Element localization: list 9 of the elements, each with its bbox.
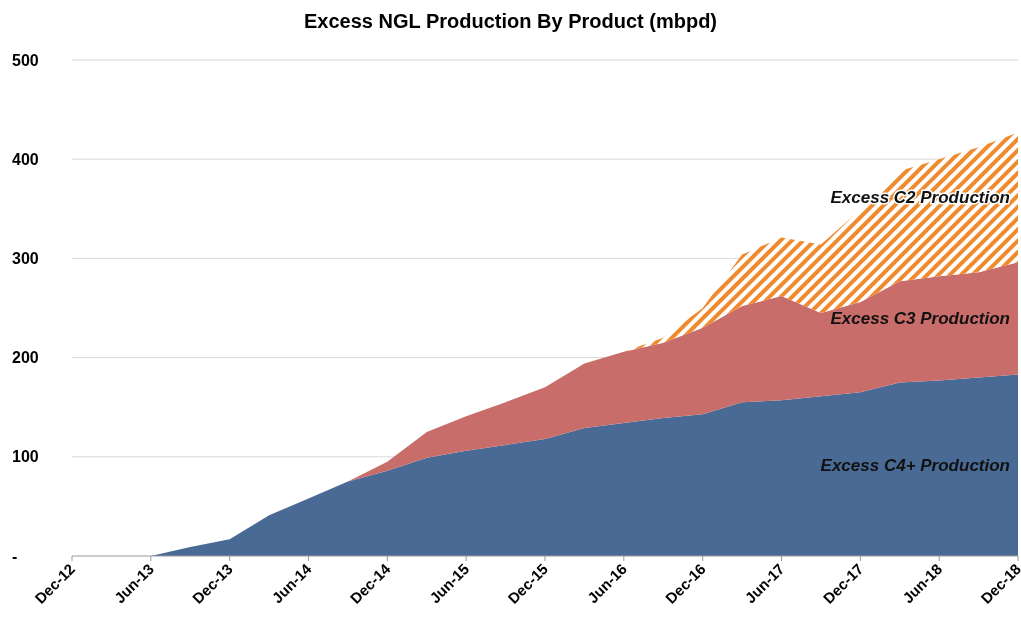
y-tick-label: 300: [12, 250, 39, 267]
y-tick-label: 100: [12, 448, 39, 466]
y-tick-label: 200: [12, 349, 39, 367]
chart-title: Excess NGL Production By Product (mbpd): [303, 10, 718, 32]
y-tick-label: -: [12, 547, 18, 565]
series-label: Excess C3 Production: [830, 309, 1010, 329]
y-tick-label: 400: [12, 150, 39, 168]
y-tick-label: 500: [12, 51, 39, 69]
series-label: Excess C4+ Production: [820, 456, 1010, 476]
